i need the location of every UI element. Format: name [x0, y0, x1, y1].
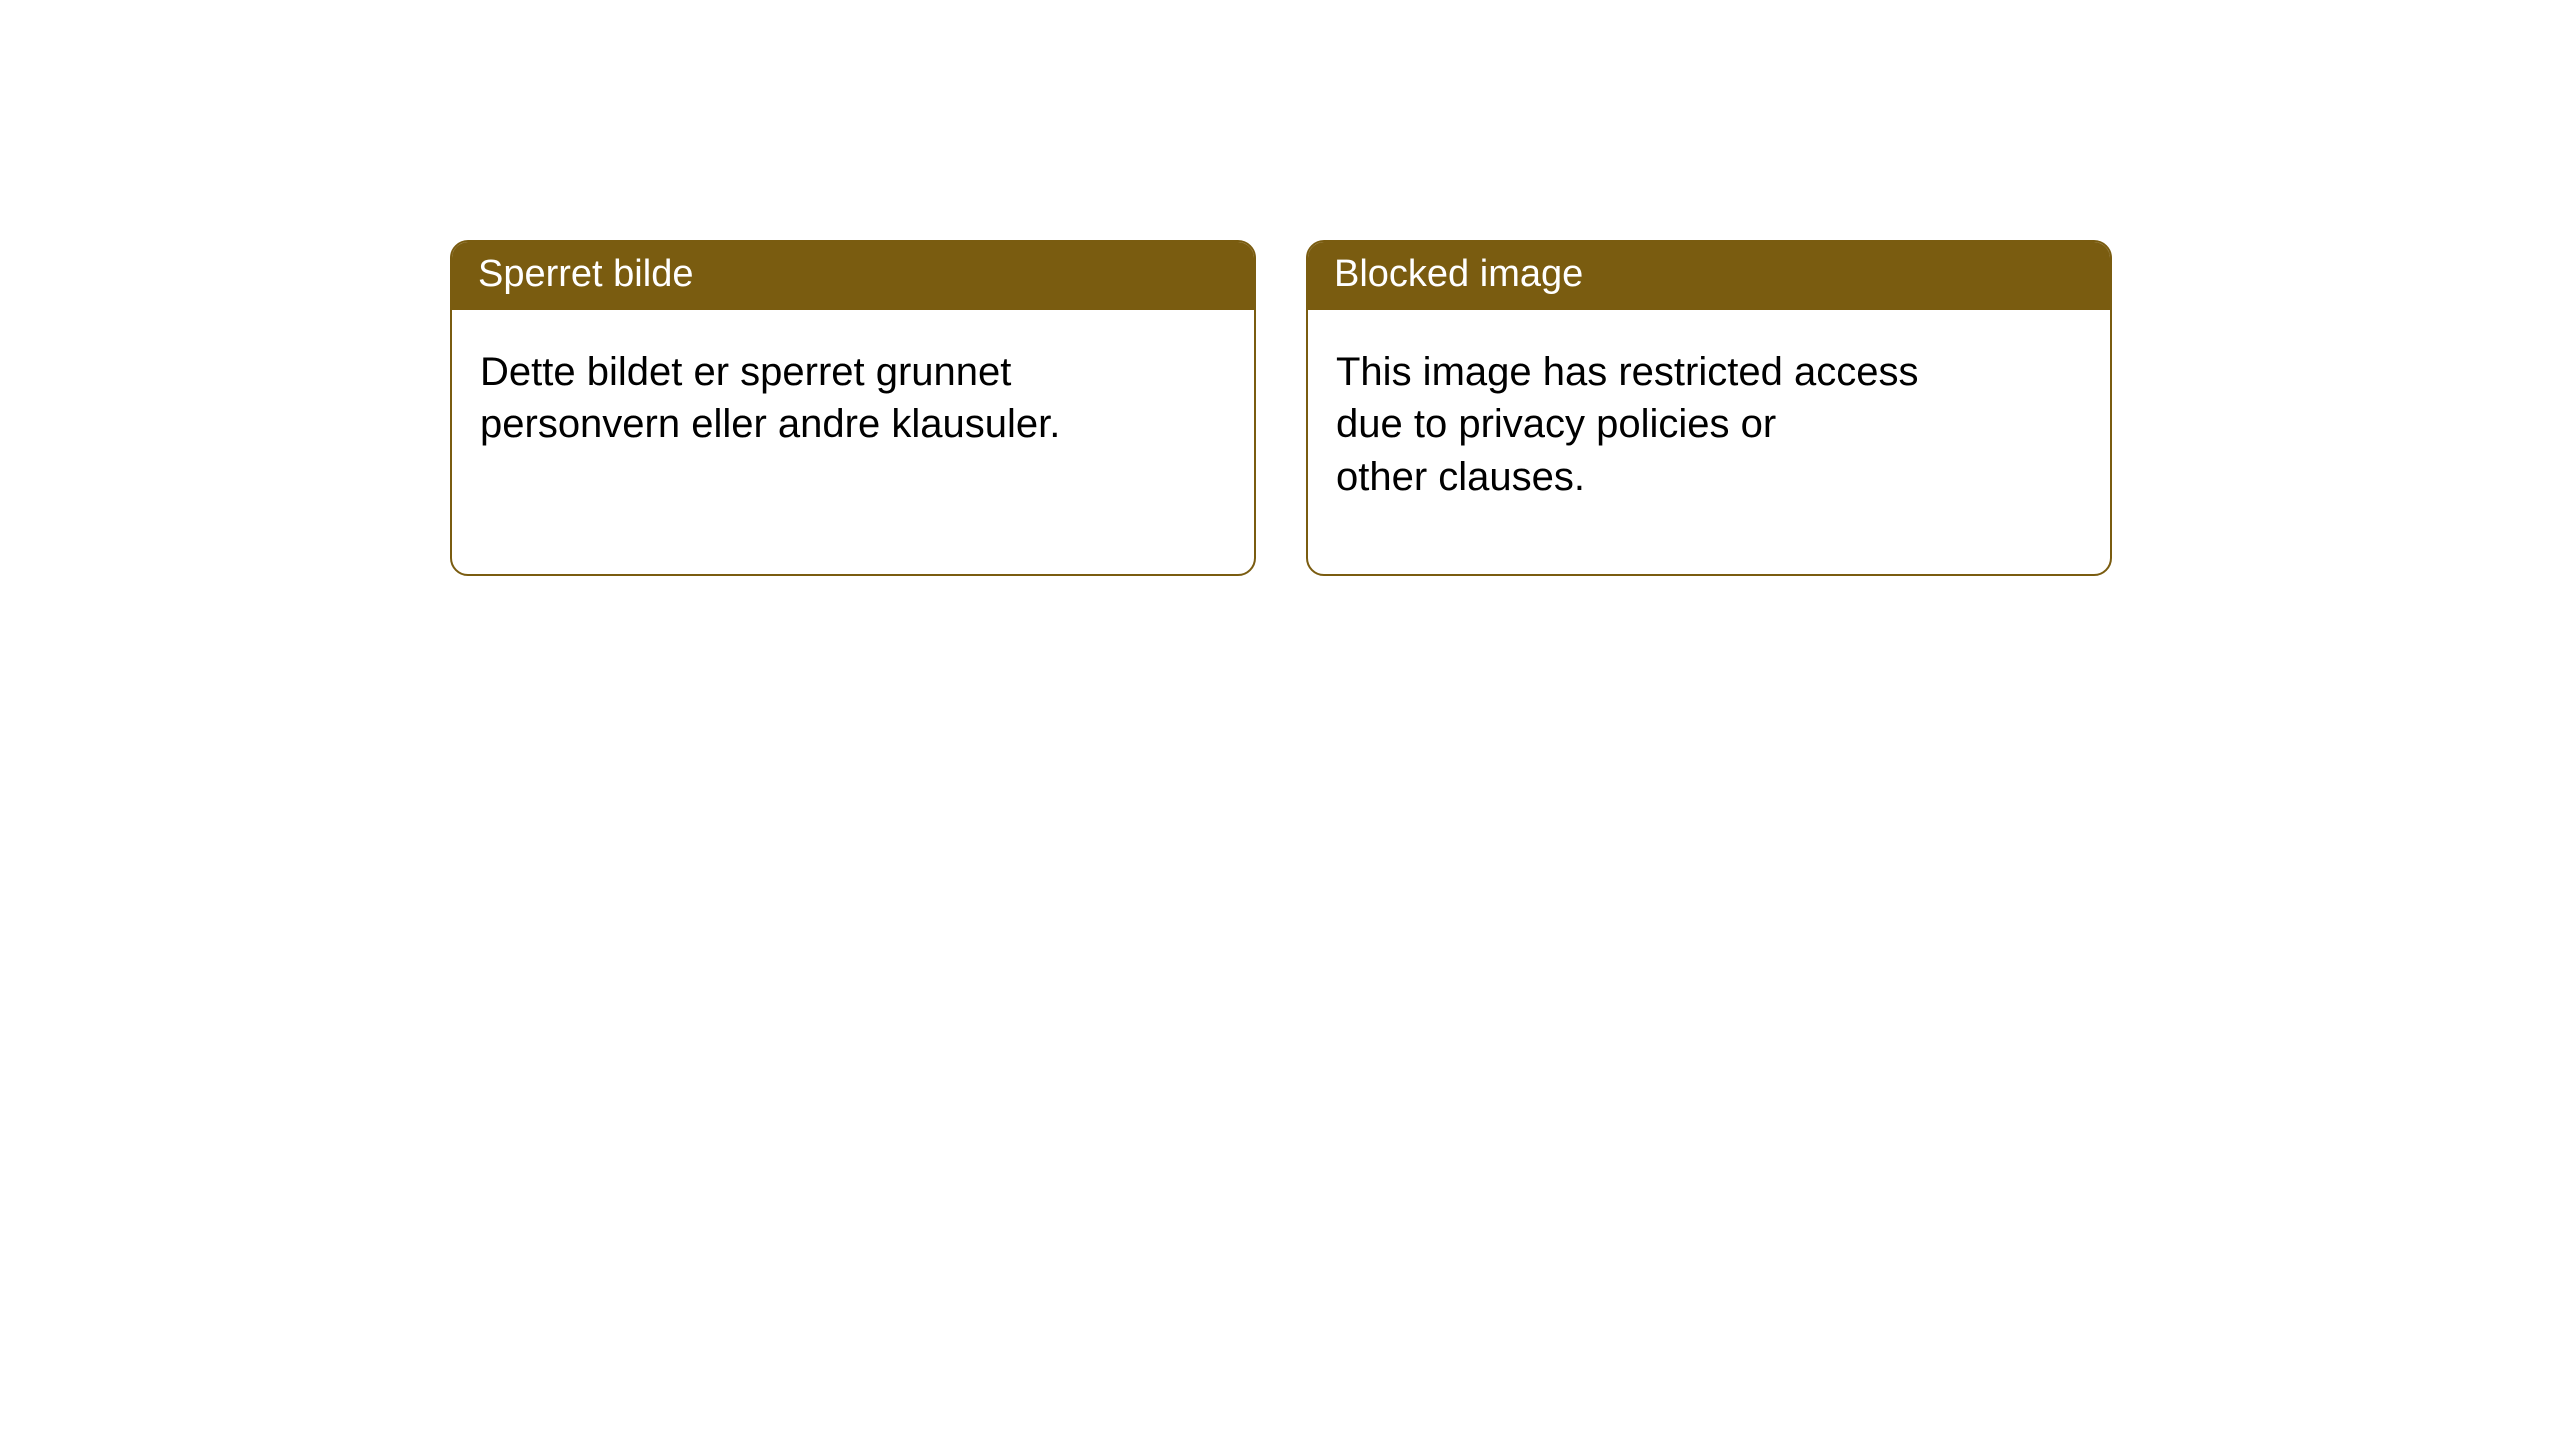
notice-title: Blocked image: [1308, 242, 2110, 310]
notice-card-norwegian: Sperret bilde Dette bildet er sperret gr…: [450, 240, 1256, 576]
notice-message: Dette bildet er sperret grunnet personve…: [452, 310, 1254, 488]
notice-container: Sperret bilde Dette bildet er sperret gr…: [0, 0, 2560, 576]
notice-message: This image has restricted access due to …: [1308, 310, 2110, 540]
notice-card-english: Blocked image This image has restricted …: [1306, 240, 2112, 576]
notice-title: Sperret bilde: [452, 242, 1254, 310]
